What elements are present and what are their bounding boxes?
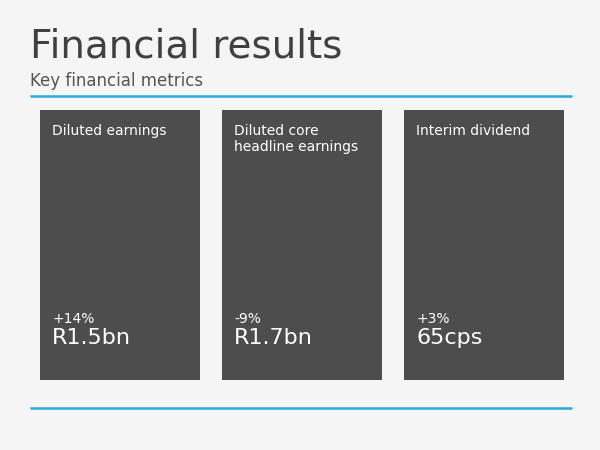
Text: +3%: +3% [416, 312, 449, 326]
Bar [40, 110, 200, 380]
Bar [222, 110, 382, 380]
Text: Diluted core
headline earnings: Diluted core headline earnings [234, 124, 358, 154]
Bar [404, 110, 564, 380]
Text: Interim dividend: Interim dividend [416, 124, 530, 138]
Text: -9%: -9% [234, 312, 261, 326]
Text: R1.7bn: R1.7bn [234, 328, 313, 348]
Text: 65cps: 65cps [416, 328, 482, 348]
Text: Key financial metrics: Key financial metrics [30, 72, 203, 90]
Text: Financial results: Financial results [30, 28, 343, 66]
Text: Diluted earnings: Diluted earnings [52, 124, 167, 138]
Text: +14%: +14% [52, 312, 94, 326]
Text: R1.5bn: R1.5bn [52, 328, 131, 348]
